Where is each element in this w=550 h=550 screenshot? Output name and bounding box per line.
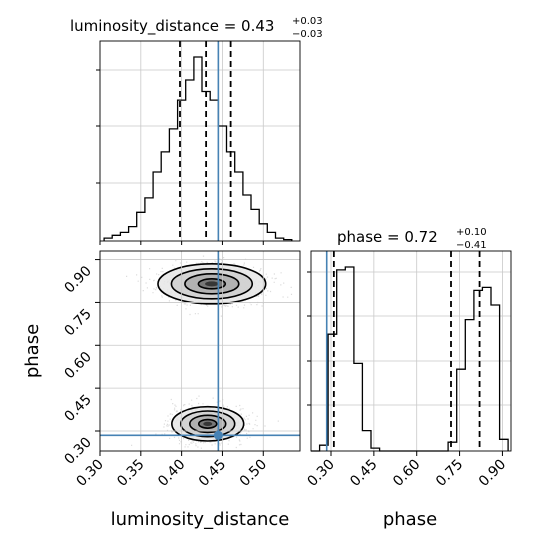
x-axis-label-luminosity-distance: luminosity_distance xyxy=(111,509,290,530)
truth-marker xyxy=(213,430,223,440)
contour-upper-1 xyxy=(170,268,254,300)
panel-phase-hist xyxy=(310,250,512,452)
title-phase-plus: +0.10 xyxy=(456,227,487,238)
density-level-lower-4 xyxy=(203,421,213,426)
marks-layer xyxy=(99,40,512,452)
contour-upper-0 xyxy=(157,263,267,305)
title-luminosity-distance-minus: −0.03 xyxy=(292,29,323,40)
title-luminosity-distance-plus: +0.03 xyxy=(292,16,323,27)
title-luminosity-distance: luminosity_distance = 0.43 xyxy=(70,17,274,36)
panel-luminosity-distance-hist xyxy=(99,40,301,242)
title-phase-minus: −0.41 xyxy=(456,240,487,251)
contour-lower-3 xyxy=(197,418,218,429)
contour-upper-3 xyxy=(197,278,227,290)
contour-upper-2 xyxy=(184,273,240,295)
contour-lower-0 xyxy=(171,405,245,442)
x-axis-label-phase: phase xyxy=(383,509,437,530)
contour-lower-1 xyxy=(180,410,236,438)
density-level-upper-4 xyxy=(205,281,219,287)
title-phase: phase = 0.72 xyxy=(337,228,438,246)
y-axis-label-phase: phase xyxy=(22,324,43,378)
histogram-luminosity-distance xyxy=(103,56,293,241)
panel-2d-posterior xyxy=(99,250,301,452)
contour-lower-2 xyxy=(188,414,227,434)
